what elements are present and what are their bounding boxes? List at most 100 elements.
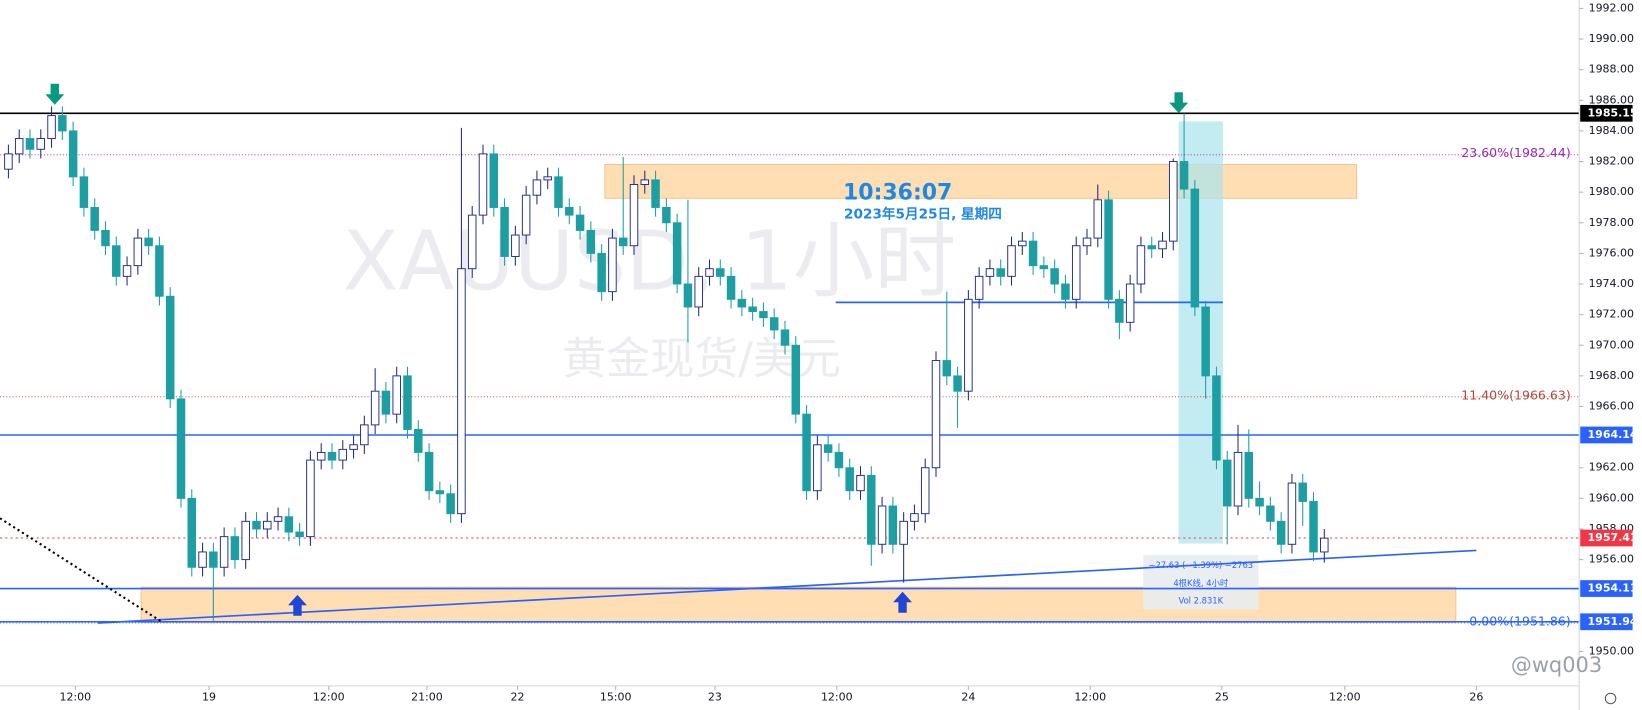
candle-body bbox=[1018, 240, 1027, 247]
candle-body bbox=[284, 516, 294, 533]
candle-body bbox=[457, 268, 466, 515]
candle-body bbox=[1082, 237, 1092, 247]
y-tick-label: 1956.00 bbox=[1589, 553, 1634, 566]
candle-body bbox=[4, 153, 13, 170]
trend-line bbox=[97, 549, 1477, 624]
candle-body bbox=[575, 214, 585, 231]
candle-body bbox=[565, 206, 574, 216]
arrow bbox=[45, 83, 65, 105]
candle-body bbox=[155, 245, 164, 297]
candle-body bbox=[1233, 451, 1243, 507]
candle-body bbox=[424, 451, 434, 492]
y-tick-label: 1974.00 bbox=[1589, 277, 1634, 290]
x-tick-label: 12:00 bbox=[59, 690, 91, 703]
candle-body bbox=[198, 551, 207, 568]
candle-body bbox=[1190, 188, 1200, 308]
candle-body bbox=[672, 222, 682, 285]
x-tick-label: 12:00 bbox=[313, 690, 345, 703]
candle-body bbox=[1287, 482, 1297, 545]
candle-body bbox=[133, 237, 143, 267]
candle-body bbox=[165, 295, 175, 400]
candle-body bbox=[662, 206, 671, 224]
candle-body bbox=[1201, 306, 1210, 377]
candle-body bbox=[705, 268, 714, 277]
candle-body bbox=[446, 493, 455, 515]
candle-body bbox=[942, 360, 952, 377]
fib-label: 0.00%(1951.86) bbox=[1469, 613, 1571, 628]
candle-body bbox=[1309, 500, 1318, 553]
candle-body bbox=[780, 329, 790, 346]
price-label-box bbox=[1580, 613, 1633, 631]
candle-body bbox=[888, 505, 898, 545]
fib-label: 23.60%(1982.44) bbox=[1461, 145, 1571, 160]
candle-body bbox=[338, 448, 348, 461]
candle-body bbox=[68, 130, 78, 178]
fib-label: 11.40%(1966.63) bbox=[1461, 387, 1571, 402]
candle-body bbox=[122, 265, 132, 277]
candle-body bbox=[586, 229, 596, 254]
candle-body bbox=[618, 237, 628, 247]
y-tick-label: 1968.00 bbox=[1589, 369, 1634, 382]
candle-body bbox=[58, 115, 67, 132]
candle-body bbox=[392, 375, 401, 415]
zone bbox=[604, 164, 1358, 199]
zone bbox=[140, 586, 1457, 623]
measure-label: Vol 2.831K bbox=[1179, 596, 1224, 606]
price-label: 1964.14 bbox=[1588, 428, 1638, 441]
candle-body bbox=[716, 268, 725, 277]
candle-body bbox=[144, 237, 153, 247]
candle-body bbox=[554, 176, 563, 208]
candle-body bbox=[14, 138, 24, 155]
candle-body bbox=[1212, 375, 1221, 461]
candle-body bbox=[273, 516, 283, 522]
candle-body bbox=[1169, 161, 1178, 242]
measure-box bbox=[1178, 121, 1223, 544]
candle-body bbox=[877, 505, 887, 545]
clock-time: 10:36:07 bbox=[843, 181, 952, 206]
x-tick-label: 15:00 bbox=[600, 690, 632, 703]
y-tick-label: 1988.00 bbox=[1589, 63, 1634, 76]
x-tick-label: 12:00 bbox=[821, 690, 853, 703]
candle-body bbox=[403, 375, 412, 430]
clock-date: 2023年5月25日, 星期四 bbox=[844, 206, 1002, 223]
candle-body bbox=[920, 467, 930, 515]
candle-body bbox=[1244, 451, 1254, 499]
candle-body bbox=[489, 153, 499, 208]
candle-body bbox=[1125, 283, 1135, 323]
y-tick-label: 1976.00 bbox=[1589, 246, 1634, 259]
candle-body bbox=[316, 451, 326, 461]
candle-body bbox=[759, 311, 768, 319]
candle-body bbox=[1028, 240, 1038, 267]
candle-body bbox=[996, 268, 1005, 277]
candle-body bbox=[370, 390, 380, 426]
candle-body bbox=[1136, 245, 1146, 285]
candle-body bbox=[230, 536, 240, 561]
candle-body bbox=[241, 520, 250, 561]
candle-body bbox=[1115, 298, 1124, 323]
candle-body bbox=[532, 179, 542, 196]
candle-body bbox=[295, 531, 304, 538]
y-tick-label: 1970.00 bbox=[1589, 338, 1634, 351]
candle-body bbox=[1093, 199, 1103, 239]
x-tick-label: 19 bbox=[202, 690, 216, 703]
settings-icon[interactable] bbox=[1604, 692, 1617, 705]
y-tick-label: 1978.00 bbox=[1589, 216, 1634, 229]
candle-body bbox=[187, 497, 197, 568]
candle-body bbox=[1276, 520, 1286, 545]
x-tick-label: 22 bbox=[511, 690, 525, 703]
price-label: 1957.41 bbox=[1588, 531, 1638, 544]
candle-body bbox=[1320, 537, 1329, 553]
candle-body bbox=[726, 275, 736, 300]
candle-body bbox=[360, 424, 369, 446]
price-label: 1985.15 bbox=[1588, 106, 1638, 119]
y-tick-label: 1990.00 bbox=[1589, 32, 1634, 45]
price-label: 1951.94 bbox=[1588, 615, 1638, 628]
y-tick-label: 1980.00 bbox=[1589, 185, 1634, 198]
candle-body bbox=[640, 179, 650, 185]
price-label-box bbox=[1580, 104, 1633, 122]
candle-body bbox=[1298, 482, 1307, 502]
trend-line bbox=[0, 517, 164, 624]
candle-body bbox=[467, 214, 477, 270]
candle-body bbox=[101, 229, 110, 247]
